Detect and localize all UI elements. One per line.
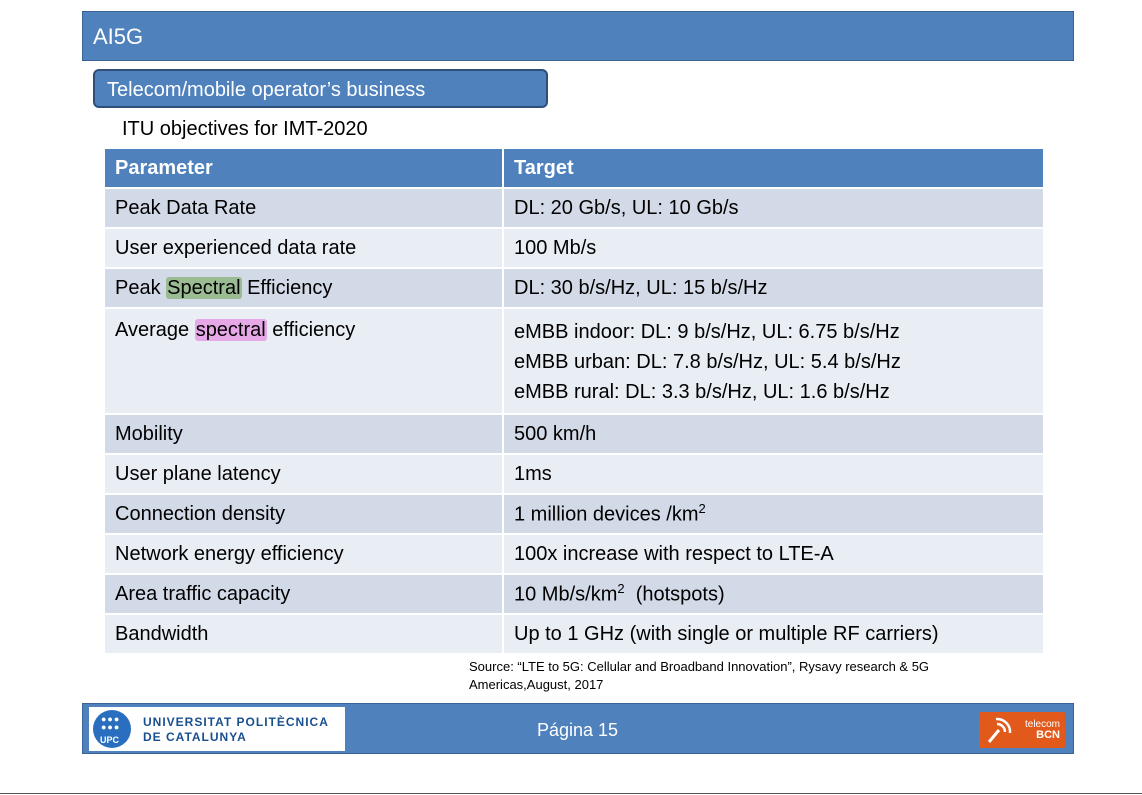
university-name: UNIVERSITAT POLITÈCNICA DE CATALUNYA [143,715,329,744]
target-cell: DL: 30 b/s/Hz, UL: 15 b/s/Hz [503,267,1045,308]
table-row: Connection density 1 million devices /km… [105,493,1045,534]
slide-header-bar: AI5G [82,11,1074,61]
target-suffix: (hotspots) [624,583,725,606]
parameter-cell: Network energy efficiency [105,533,504,574]
parameter-cell: Area traffic capacity [105,573,504,614]
parameter-cell: Mobility [105,413,504,454]
slide-heading: ITU objectives for IMT-2020 [122,118,368,140]
parameter-cell: Peak Spectral Efficiency [105,267,504,308]
slide-footer-bar: ●●● ●●● UPC UNIVERSITAT POLITÈCNICA DE CA… [82,703,1074,754]
target-cell: 1ms [503,453,1045,494]
source-line: Source: “LTE to 5G: Cellular and Broadba… [469,659,930,674]
target-text: 10 Mb/s/km [514,583,618,606]
target-cell: 1 million devices /km2 [503,493,1045,534]
target-text: 1 million devices /km [514,503,699,526]
highlighted-word: Spectral [166,276,242,299]
table-row: Area traffic capacity 10 Mb/s/km2 (hotsp… [105,573,1045,614]
parameter-cell: Connection density [105,493,504,534]
target-cell: 10 Mb/s/km2 (hotspots) [503,573,1045,614]
source-line: Americas,August, 2017 [469,677,604,692]
parameter-text: Average [115,319,195,341]
upc-emblem-icon: ●●● ●●● UPC [93,710,131,748]
highlighted-word: spectral [194,319,267,341]
section-title-box: Telecom/mobile operator’s business [93,69,548,108]
table-row: Network energy efficiency 100x increase … [105,533,1045,574]
table-row: Peak Data Rate DL: 20 Gb/s, UL: 10 Gb/s [105,187,1045,228]
objectives-table: Parameter Target Peak Data Rate DL: 20 G… [105,149,1045,653]
target-line: eMBB indoor: DL: 9 b/s/Hz, UL: 6.75 b/s/… [514,321,900,343]
table-row: Average spectral efficiency eMBB indoor:… [105,307,1045,414]
target-line: eMBB urban: DL: 7.8 b/s/Hz, UL: 5.4 b/s/… [514,351,901,373]
bottom-divider [0,793,1142,794]
parameter-text: efficiency [266,319,356,341]
table-row: User experienced data rate 100 Mb/s [105,227,1045,268]
target-cell: Up to 1 GHz (with single or multiple RF … [503,613,1045,653]
parameter-cell: User plane latency [105,453,504,494]
target-cell: 100x increase with respect to LTE-A [503,533,1045,574]
parameter-cell: Average spectral efficiency [105,307,504,414]
section-title: Telecom/mobile operator’s business [107,79,426,101]
table-row: User plane latency 1ms [105,453,1045,494]
telecom-bcn-text: telecom BCN [1024,719,1060,741]
page-number: Página 15 [537,720,619,740]
source-note: Source: “LTE to 5G: Cellular and Broadba… [469,658,1029,694]
target-cell: 500 km/h [503,413,1045,454]
parameter-cell: Peak Data Rate [105,187,504,228]
superscript: 2 [617,581,625,597]
target-line: eMBB rural: DL: 3.3 b/s/Hz, UL: 1.6 b/s/… [514,381,890,403]
column-header-target: Target [503,149,1045,188]
table-row: Peak Spectral Efficiency DL: 30 b/s/Hz, … [105,267,1045,308]
superscript: 2 [698,501,706,517]
antenna-signal-icon [987,717,1012,743]
upc-abbr: UPC [100,735,120,745]
table-header-row: Parameter Target [105,149,1045,188]
slide-header-title: AI5G [93,24,144,49]
parameter-text: Peak [115,276,167,299]
parameter-cell: Bandwidth [105,613,504,653]
table-row: Bandwidth Up to 1 GHz (with single or mu… [105,613,1045,653]
column-header-parameter: Parameter [105,149,504,188]
target-cell: 100 Mb/s [503,227,1045,268]
target-cell: eMBB indoor: DL: 9 b/s/Hz, UL: 6.75 b/s/… [503,307,1045,414]
parameter-cell: User experienced data rate [105,227,504,268]
telecom-bcn-logo: telecom BCN [979,712,1065,748]
upc-logo: ●●● ●●● UPC UNIVERSITAT POLITÈCNICA DE CA… [89,707,345,751]
target-cell: DL: 20 Gb/s, UL: 10 Gb/s [503,187,1045,228]
parameter-text: Efficiency [241,276,333,299]
table-row: Mobility 500 km/h [105,413,1045,454]
